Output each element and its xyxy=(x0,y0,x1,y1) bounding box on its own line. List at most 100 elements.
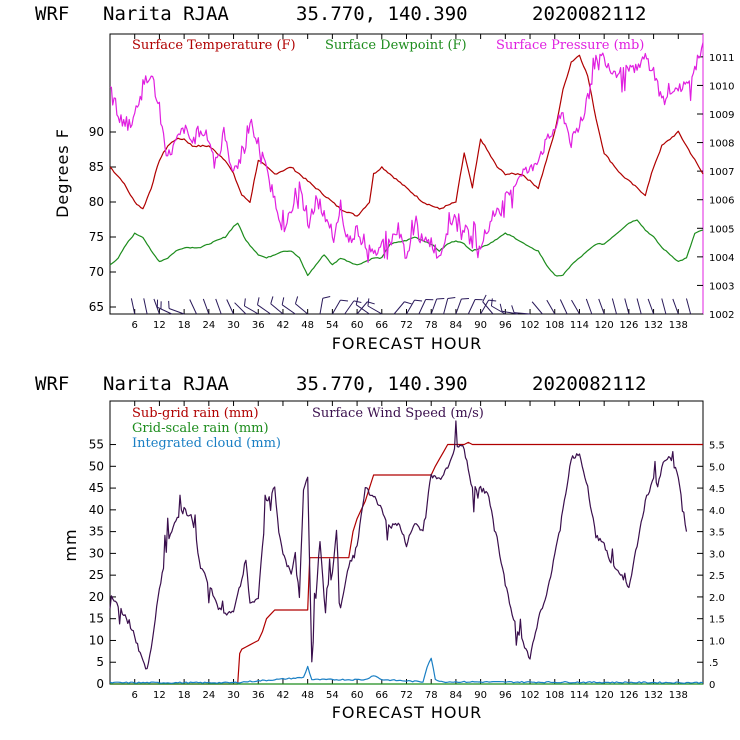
wind-barb xyxy=(168,300,185,315)
panel-1-wind-barbs xyxy=(130,294,692,315)
x-tick-label: 120 xyxy=(595,320,614,331)
y2-tick-label: 1011 xyxy=(709,53,734,64)
wind-barb xyxy=(672,298,679,315)
y-tick-label: 10 xyxy=(89,633,104,647)
wind-barb xyxy=(430,298,445,315)
wind-barb xyxy=(270,296,284,315)
panel-1-ticks: 6 12 18 24 30 36 42 48 54 60 66 72 78 84 90 96 102 108 114… xyxy=(89,34,734,331)
x-tick-label: 18 xyxy=(178,690,191,701)
y-tick-label: 55 xyxy=(89,438,104,452)
x-tick-label: 72 xyxy=(400,690,413,701)
wind-barb xyxy=(215,298,222,315)
wind-barb xyxy=(661,298,667,315)
y2-tick-label: 1.5 xyxy=(709,615,725,626)
wind-barb xyxy=(418,298,434,315)
wind-barb xyxy=(585,298,593,315)
y-tick-label: 30 xyxy=(89,546,104,560)
wind-barb xyxy=(467,298,483,315)
panel-2-ticks: 6 12 18 24 30 36 42 48 54 60 66 72 78 84 90 96 102 108 114… xyxy=(89,401,725,701)
legend-wind-speed: Surface Wind Speed (m/s) xyxy=(312,406,484,421)
y-tick-label: 90 xyxy=(89,125,104,139)
y-tick-label: 0 xyxy=(96,677,104,691)
wind-barb xyxy=(234,302,247,315)
x-tick-label: 42 xyxy=(277,320,290,331)
x-tick-label: 132 xyxy=(644,690,663,701)
panel-1-title-run: 2020082112 xyxy=(532,3,646,25)
x-tick-label: 84 xyxy=(450,320,463,331)
x-tick-label: 24 xyxy=(202,320,215,331)
wind-barb xyxy=(559,299,568,315)
panel-1: WRF Narita RJAA 35.770, 140.390 20200821… xyxy=(35,3,734,353)
y2-tick-label: 1003 xyxy=(709,281,734,292)
panel-2-title-run: 2020082112 xyxy=(532,373,646,395)
wind-barb xyxy=(331,299,349,315)
panel-2-title-station: Narita RJAA xyxy=(103,373,229,395)
y-tick-label: 80 xyxy=(89,195,104,209)
x-tick-label: 42 xyxy=(277,690,290,701)
panel-1-ylabel: Degrees F xyxy=(53,128,72,218)
y2-tick-label: 1.0 xyxy=(709,636,725,647)
y-tick-label: 70 xyxy=(89,265,104,279)
legend-gridscale-rain: Grid-scale rain (mm) xyxy=(132,421,269,436)
wind-barb xyxy=(226,299,234,315)
y2-tick-label: 1002 xyxy=(709,310,734,321)
wind-barb xyxy=(344,300,362,315)
wind-barb xyxy=(685,298,692,315)
x-tick-label: 114 xyxy=(570,320,589,331)
y2-tick-label: 5.0 xyxy=(709,462,725,473)
wind-barb xyxy=(598,298,605,315)
series-line-surface-wind-speed-m-s xyxy=(109,420,688,670)
x-tick-label: 102 xyxy=(520,690,539,701)
x-tick-label: 108 xyxy=(545,320,564,331)
wind-barb xyxy=(636,298,642,315)
panel-2-title-model: WRF xyxy=(35,373,69,395)
y2-tick-label: 1004 xyxy=(709,253,734,264)
panel-1-title-coords: 35.770, 140.390 xyxy=(296,3,468,25)
wind-barb xyxy=(482,294,494,315)
x-tick-label: 12 xyxy=(153,690,166,701)
wind-barb xyxy=(490,298,506,315)
y2-tick-label: 1006 xyxy=(709,196,734,207)
wind-barb xyxy=(281,297,296,315)
panel-2-title-coords: 35.770, 140.390 xyxy=(296,373,468,395)
wind-barb xyxy=(367,298,383,315)
legend-pressure: Surface Pressure (mb) xyxy=(496,38,644,53)
x-tick-label: 84 xyxy=(450,690,463,701)
x-tick-label: 66 xyxy=(375,690,388,701)
panel-1-title-station: Narita RJAA xyxy=(103,3,229,25)
y-tick-label: 45 xyxy=(89,481,104,495)
x-tick-label: 18 xyxy=(178,320,191,331)
x-tick-label: 78 xyxy=(425,690,438,701)
x-tick-label: 126 xyxy=(619,690,638,701)
y2-tick-label: 2.5 xyxy=(709,571,725,582)
x-tick-label: 126 xyxy=(619,320,638,331)
y-tick-label: 15 xyxy=(89,612,104,626)
x-tick-label: 6 xyxy=(132,690,138,701)
panel-1-frame xyxy=(109,33,704,315)
y-tick-label: 25 xyxy=(89,568,104,582)
x-tick-label: 48 xyxy=(301,320,314,331)
panel-2-xlabel: FORECAST HOUR xyxy=(332,703,483,722)
y2-tick-label: 1010 xyxy=(709,81,734,92)
y2-tick-label: .5 xyxy=(709,658,719,669)
y2-tick-label: 2.0 xyxy=(709,593,725,604)
x-tick-label: 114 xyxy=(570,690,589,701)
y-tick-label: 5 xyxy=(96,655,104,669)
x-tick-label: 60 xyxy=(351,320,364,331)
series-line-surface-dewpoint-f xyxy=(109,219,704,277)
legend-temperature: Surface Temperature (F) xyxy=(132,38,296,53)
wind-barb xyxy=(189,299,197,315)
wind-barb xyxy=(624,298,630,315)
x-tick-label: 90 xyxy=(474,690,487,701)
x-tick-label: 12 xyxy=(153,320,166,331)
x-tick-label: 60 xyxy=(351,690,364,701)
y-tick-label: 20 xyxy=(89,590,104,604)
x-tick-label: 138 xyxy=(669,690,688,701)
wind-barb xyxy=(611,298,617,315)
wind-barb xyxy=(243,298,259,315)
x-tick-label: 54 xyxy=(326,690,339,701)
x-tick-label: 102 xyxy=(520,320,539,331)
wind-barb xyxy=(143,298,148,315)
wind-barb xyxy=(647,298,655,315)
